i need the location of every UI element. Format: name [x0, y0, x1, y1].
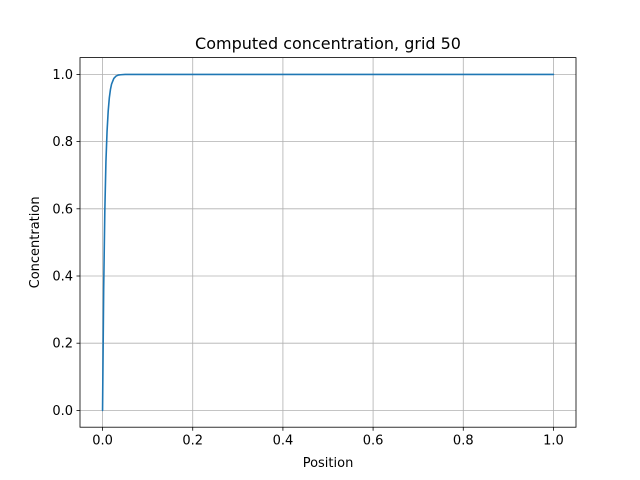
x-tick-label: 0.6	[363, 434, 384, 449]
axes-frame	[79, 57, 577, 428]
x-tick-label: 0.0	[92, 434, 113, 449]
x-tick-label: 1.0	[543, 434, 564, 449]
y-tick-label: 1.0	[52, 68, 73, 83]
y-axis-label: Concentration	[28, 196, 43, 288]
y-tick-label: 0.2	[52, 337, 73, 352]
chart-title: Computed concentration, grid 50	[195, 34, 461, 53]
y-tick-label: 0.4	[52, 270, 73, 285]
y-tick-label: 0.0	[52, 404, 73, 419]
series-line-0	[101, 73, 555, 412]
x-tick-label: 0.4	[273, 434, 294, 449]
x-axis-label: Position	[303, 456, 354, 471]
y-tick-label: 0.8	[52, 135, 73, 150]
x-tick-label: 0.8	[453, 434, 474, 449]
y-axis-ticks: 0.0 0.2 0.4 0.6 0.8 1.0	[52, 68, 80, 419]
x-tick-label: 0.2	[182, 434, 203, 449]
x-axis-ticks: 0.0 0.2 0.4 0.6 0.8 1.0	[92, 427, 564, 449]
series-layer	[101, 73, 555, 412]
y-tick-label: 0.6	[52, 202, 73, 217]
